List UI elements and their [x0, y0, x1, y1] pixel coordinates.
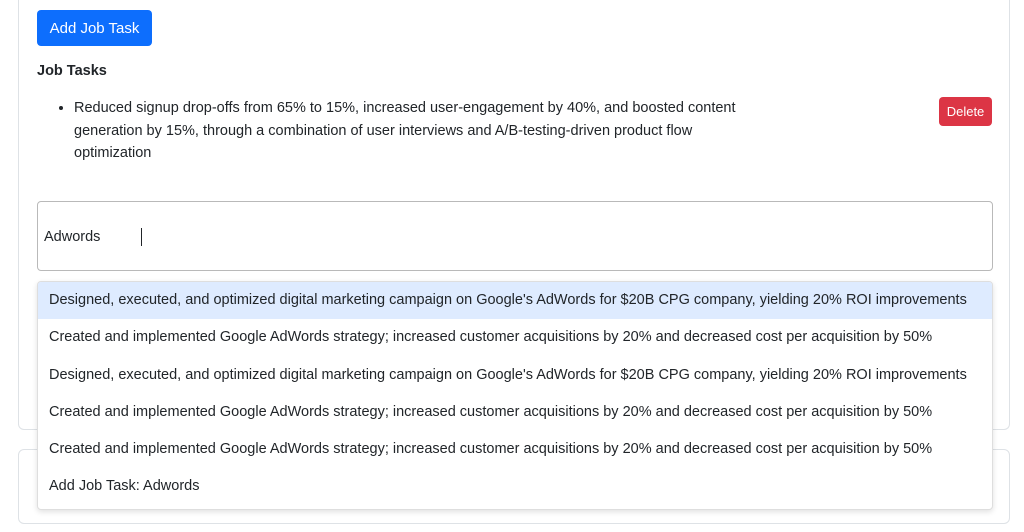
- suggestion-dropdown: Designed, executed, and optimized digita…: [37, 281, 993, 510]
- suggestion-option[interactable]: Created and implemented Google AdWords s…: [49, 329, 933, 346]
- add-job-task-button[interactable]: Add Job Task: [37, 10, 152, 46]
- job-task-search-field[interactable]: [37, 201, 993, 271]
- add-job-task-option[interactable]: Add Job Task: Adwords: [49, 478, 200, 495]
- job-tasks-heading: Job Tasks: [37, 63, 107, 79]
- suggestion-option[interactable]: Designed, executed, and optimized digita…: [38, 282, 992, 320]
- job-task-item: Reduced signup drop-offs from 65% to 15%…: [74, 97, 757, 165]
- job-task-search-input[interactable]: [44, 226, 944, 248]
- suggestion-option[interactable]: Created and implemented Google AdWords s…: [49, 441, 933, 458]
- job-task-list: Reduced signup drop-offs from 65% to 15%…: [37, 97, 757, 165]
- delete-task-button[interactable]: Delete: [939, 97, 992, 126]
- suggestion-option[interactable]: Designed, executed, and optimized digita…: [49, 366, 967, 383]
- text-caret: [141, 228, 142, 246]
- suggestion-option[interactable]: Created and implemented Google AdWords s…: [49, 403, 933, 420]
